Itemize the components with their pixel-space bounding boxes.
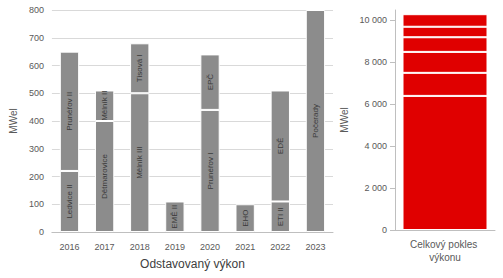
svg-text:2 000: 2 000: [364, 183, 387, 193]
svg-text:0: 0: [39, 227, 44, 237]
svg-text:MWel: MWel: [339, 107, 350, 132]
svg-text:8 000: 8 000: [364, 57, 387, 67]
svg-text:100: 100: [29, 199, 44, 209]
svg-text:700: 700: [29, 33, 44, 43]
svg-text:EMĚ II: EMĚ II: [170, 205, 179, 229]
svg-text:2019: 2019: [165, 242, 185, 252]
svg-text:800: 800: [29, 5, 44, 15]
svg-text:10 000: 10 000: [359, 15, 387, 25]
svg-text:2020: 2020: [200, 242, 220, 252]
svg-text:Celkový pokles: Celkový pokles: [410, 239, 480, 250]
svg-text:0: 0: [382, 225, 387, 235]
svg-text:2021: 2021: [235, 242, 255, 252]
svg-text:400: 400: [29, 116, 44, 126]
svg-text:500: 500: [29, 88, 44, 98]
svg-text:Počerady: Počerady: [311, 104, 320, 138]
svg-text:2017: 2017: [95, 242, 115, 252]
svg-text:200: 200: [29, 172, 44, 182]
svg-text:Mělník III: Mělník III: [135, 146, 144, 178]
svg-text:MWel: MWel: [8, 108, 19, 133]
svg-text:2016: 2016: [59, 242, 79, 252]
svg-text:EDĚ: EDĚ: [276, 138, 285, 154]
svg-text:2023: 2023: [305, 242, 325, 252]
svg-text:2018: 2018: [130, 242, 150, 252]
svg-text:EPČ: EPČ: [206, 74, 215, 91]
svg-text:Dětmarovice: Dětmarovice: [100, 154, 109, 199]
svg-text:2022: 2022: [270, 242, 290, 252]
svg-text:výkonu: výkonu: [429, 252, 461, 263]
svg-text:4 000: 4 000: [364, 141, 387, 151]
svg-text:Odstavovaný výkon: Odstavovaný výkon: [140, 257, 245, 271]
svg-text:Mělník II: Mělník II: [100, 91, 109, 121]
svg-text:Prunéřov II: Prunéřov II: [65, 92, 74, 131]
svg-text:ETI II: ETI II: [276, 207, 285, 226]
svg-text:600: 600: [29, 61, 44, 71]
svg-text:300: 300: [29, 144, 44, 154]
svg-text:Ledvice II: Ledvice II: [65, 184, 74, 218]
svg-text:Tisová I: Tisová I: [135, 54, 144, 82]
svg-text:EHO: EHO: [241, 209, 250, 226]
svg-text:6 000: 6 000: [364, 99, 387, 109]
svg-text:Prunéřov I: Prunéřov I: [206, 152, 215, 189]
